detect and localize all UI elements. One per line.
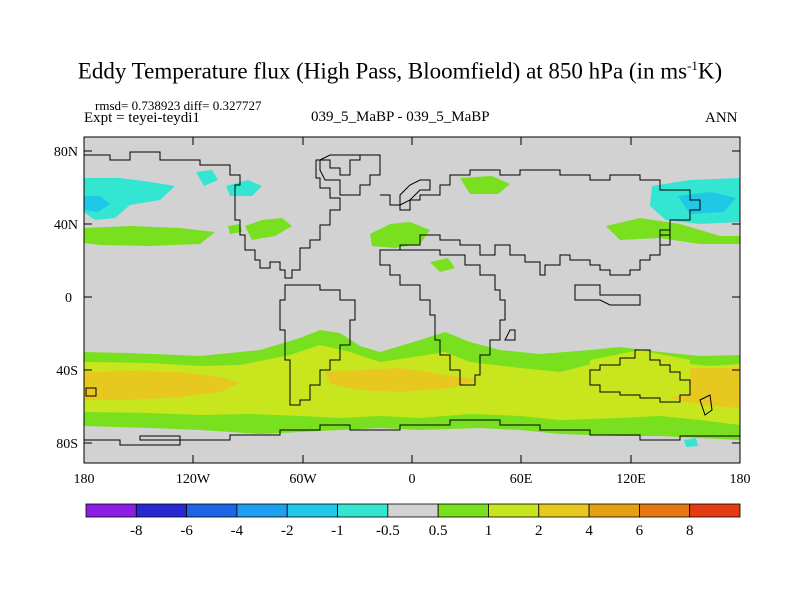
colorbar	[85, 503, 741, 518]
coast-madagascar	[504, 329, 516, 341]
colorbar-swatch	[437, 503, 489, 518]
colorbar-swatch	[337, 503, 389, 518]
contour-green-n-pacific-east	[84, 226, 215, 246]
colorbar-swatch	[638, 503, 691, 518]
colorbar-swatch	[387, 503, 439, 518]
period-label: ANN	[705, 110, 738, 126]
x-tick-label: 120E	[616, 472, 646, 487]
contour-blue-n-pacific-west	[84, 196, 110, 212]
colorbar-label: 4	[585, 523, 593, 539]
x-axis	[83, 137, 741, 463]
coast-hawaii-island	[85, 387, 97, 397]
colorbar-swatch	[488, 503, 540, 518]
coast-north-america	[84, 151, 361, 279]
experiment-label: Expt = teyei-teydi1	[84, 110, 200, 126]
y-tick-label: 80S	[56, 437, 78, 452]
coast-scandinavia	[399, 179, 431, 206]
contour-orange-southcentral	[325, 368, 480, 392]
colorbar-swatch	[85, 503, 137, 518]
colorbar-label: 0.5	[429, 523, 448, 539]
y-tick-label: 40N	[54, 218, 78, 233]
coast-africa	[379, 249, 506, 386]
contour-green-pacific-west	[606, 218, 740, 244]
y-tick-label: 80N	[54, 145, 78, 160]
rmsd-diff-label: rmsd= 0.738923 diff= 0.327727	[95, 98, 262, 113]
contour-yellow-australia	[588, 350, 690, 400]
contour-blue-n-pacific-east	[678, 192, 736, 214]
map-plot-area	[84, 137, 740, 463]
y-axis	[84, 150, 740, 444]
contour-green-europe	[370, 222, 430, 248]
contour-green-mideast	[430, 258, 455, 272]
contour-cyan-alaska	[196, 170, 218, 186]
coast-indonesia	[574, 284, 641, 306]
y-tick-labels: 80N 40N 0 40S 80S	[54, 145, 78, 452]
contour-green-asia	[460, 176, 510, 194]
coast-greenland	[319, 154, 381, 196]
contour-green-na	[228, 224, 242, 234]
colorbar-label: -8	[130, 523, 143, 539]
colorbar-label: -2	[281, 523, 294, 539]
colorbar-swatch	[538, 503, 590, 518]
colorbar-labels: -8 -6 -4 -2 -1 -0.5 0.5 1 2 4 6 8	[130, 523, 693, 539]
coastlines	[84, 151, 740, 446]
x-tick-label: 60E	[510, 472, 533, 487]
contour-cyan-n-pacific-west	[84, 178, 175, 220]
colorbar-swatch	[588, 503, 640, 518]
colorbar-label: 2	[535, 523, 543, 539]
colorbar-swatch	[186, 503, 238, 518]
case-label: 039_5_MaBP - 039_5_MaBP	[311, 109, 490, 125]
x-tick-labels: 180 120W 60W 0 60E 120E 180	[74, 472, 751, 487]
x-tick-label: 180	[74, 472, 95, 487]
colorbar-label: -1	[331, 523, 344, 539]
contour-cyan-antarctic	[684, 438, 698, 447]
coast-antarctic-peninsula	[139, 435, 181, 441]
coast-antarctica	[84, 419, 740, 446]
colorbar-label: 1	[485, 523, 493, 539]
colorbar-swatch	[286, 503, 338, 518]
coast-south-america	[279, 284, 356, 406]
colorbar-swatch	[236, 503, 288, 518]
coast-australia	[589, 349, 691, 403]
y-tick-label: 0	[65, 291, 72, 306]
coast-new-zealand	[699, 394, 713, 416]
x-tick-label: 120W	[176, 472, 211, 487]
colorbar-swatch	[689, 503, 741, 518]
x-tick-label: 180	[730, 472, 751, 487]
y-tick-label: 40S	[56, 364, 78, 379]
contour-orange-southwest	[84, 371, 240, 400]
colorbar-swatch	[135, 503, 188, 518]
plot-title: Eddy Temperature flux (High Pass, Bloomf…	[77, 58, 723, 84]
x-tick-label: 60W	[289, 472, 317, 487]
colorbar-label: -6	[180, 523, 193, 539]
colorbar-label: 6	[636, 523, 644, 539]
colorbar-label: -0.5	[376, 523, 400, 539]
x-tick-label: 0	[409, 472, 416, 487]
colorbar-label: -4	[231, 523, 244, 539]
contour-green-n-atlantic	[245, 218, 292, 240]
colorbar-label: 8	[686, 523, 694, 539]
coast-japan	[659, 229, 671, 246]
